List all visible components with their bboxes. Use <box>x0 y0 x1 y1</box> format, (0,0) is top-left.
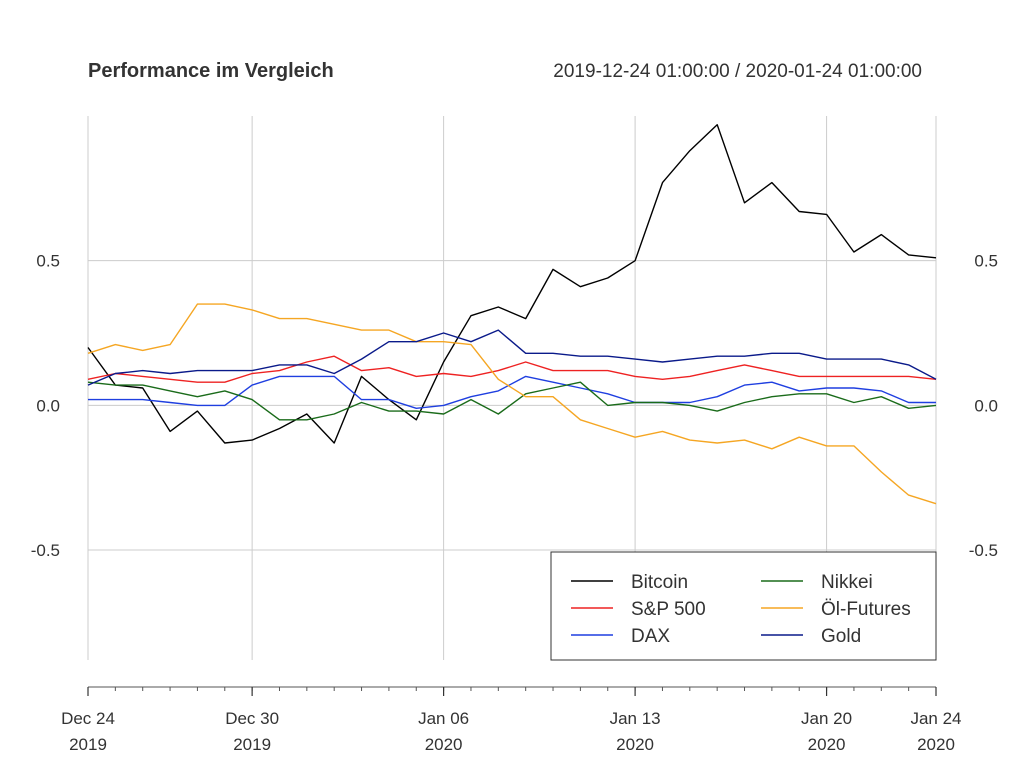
legend-box <box>550 551 937 661</box>
x-tick-year-2: 2020 <box>425 735 463 754</box>
y-tick-left-2: -0.5 <box>31 541 60 560</box>
legend-label-gold: Gold <box>821 626 861 647</box>
series-line--l-futures <box>87 303 937 505</box>
legend-label-s-p-500: S&P 500 <box>631 599 706 620</box>
y-axis-left: 0.5 0.0 -0.5 <box>31 252 60 560</box>
x-tick-year-5: 2020 <box>917 735 955 754</box>
chart-title: Performance im Vergleich <box>88 60 334 82</box>
series-line-gold <box>87 329 937 386</box>
x-tick-label-2: Jan 06 <box>418 709 469 728</box>
y-axis-right: 0.5 0.0 -0.5 <box>969 252 998 560</box>
x-tick-year-0: 2019 <box>69 735 107 754</box>
y-tick-right-2: -0.5 <box>969 541 998 560</box>
series-lines <box>87 123 937 505</box>
series-line-nikkei <box>87 381 937 421</box>
legend-label--l-futures: Öl-Futures <box>821 599 911 620</box>
y-tick-left-1: 0.0 <box>36 396 60 415</box>
y-tick-right-1: 0.0 <box>974 396 998 415</box>
legend: Bitcoin S&P 500 DAX Nikkei Öl-Futures Gold <box>550 551 937 661</box>
y-tick-left-0: 0.5 <box>36 252 60 271</box>
x-tick-label-1: Dec 30 <box>225 709 279 728</box>
y-tick-right-0: 0.5 <box>974 252 998 271</box>
chart-date-range: 2019-12-24 01:00:00 / 2020-01-24 01:00:0… <box>553 61 922 82</box>
series-line-bitcoin <box>87 123 937 444</box>
legend-label-dax: DAX <box>631 626 670 647</box>
x-tick-label-3: Jan 13 <box>610 709 661 728</box>
series-line-s-p-500 <box>87 355 937 383</box>
legend-label-nikkei: Nikkei <box>821 572 873 593</box>
x-tick-label-5: Jan 24 <box>910 709 961 728</box>
x-tick-label-4: Jan 20 <box>801 709 852 728</box>
x-tick-label-0: Dec 24 <box>61 709 115 728</box>
legend-label-bitcoin: Bitcoin <box>631 572 688 593</box>
x-tick-year-3: 2020 <box>616 735 654 754</box>
x-tick-year-4: 2020 <box>808 735 846 754</box>
x-tick-year-1: 2019 <box>233 735 271 754</box>
series-line-dax <box>88 375 936 409</box>
x-axis: Dec 24 2019 Dec 30 2019 Jan 06 2020 Jan 13 2020… <box>61 686 962 754</box>
